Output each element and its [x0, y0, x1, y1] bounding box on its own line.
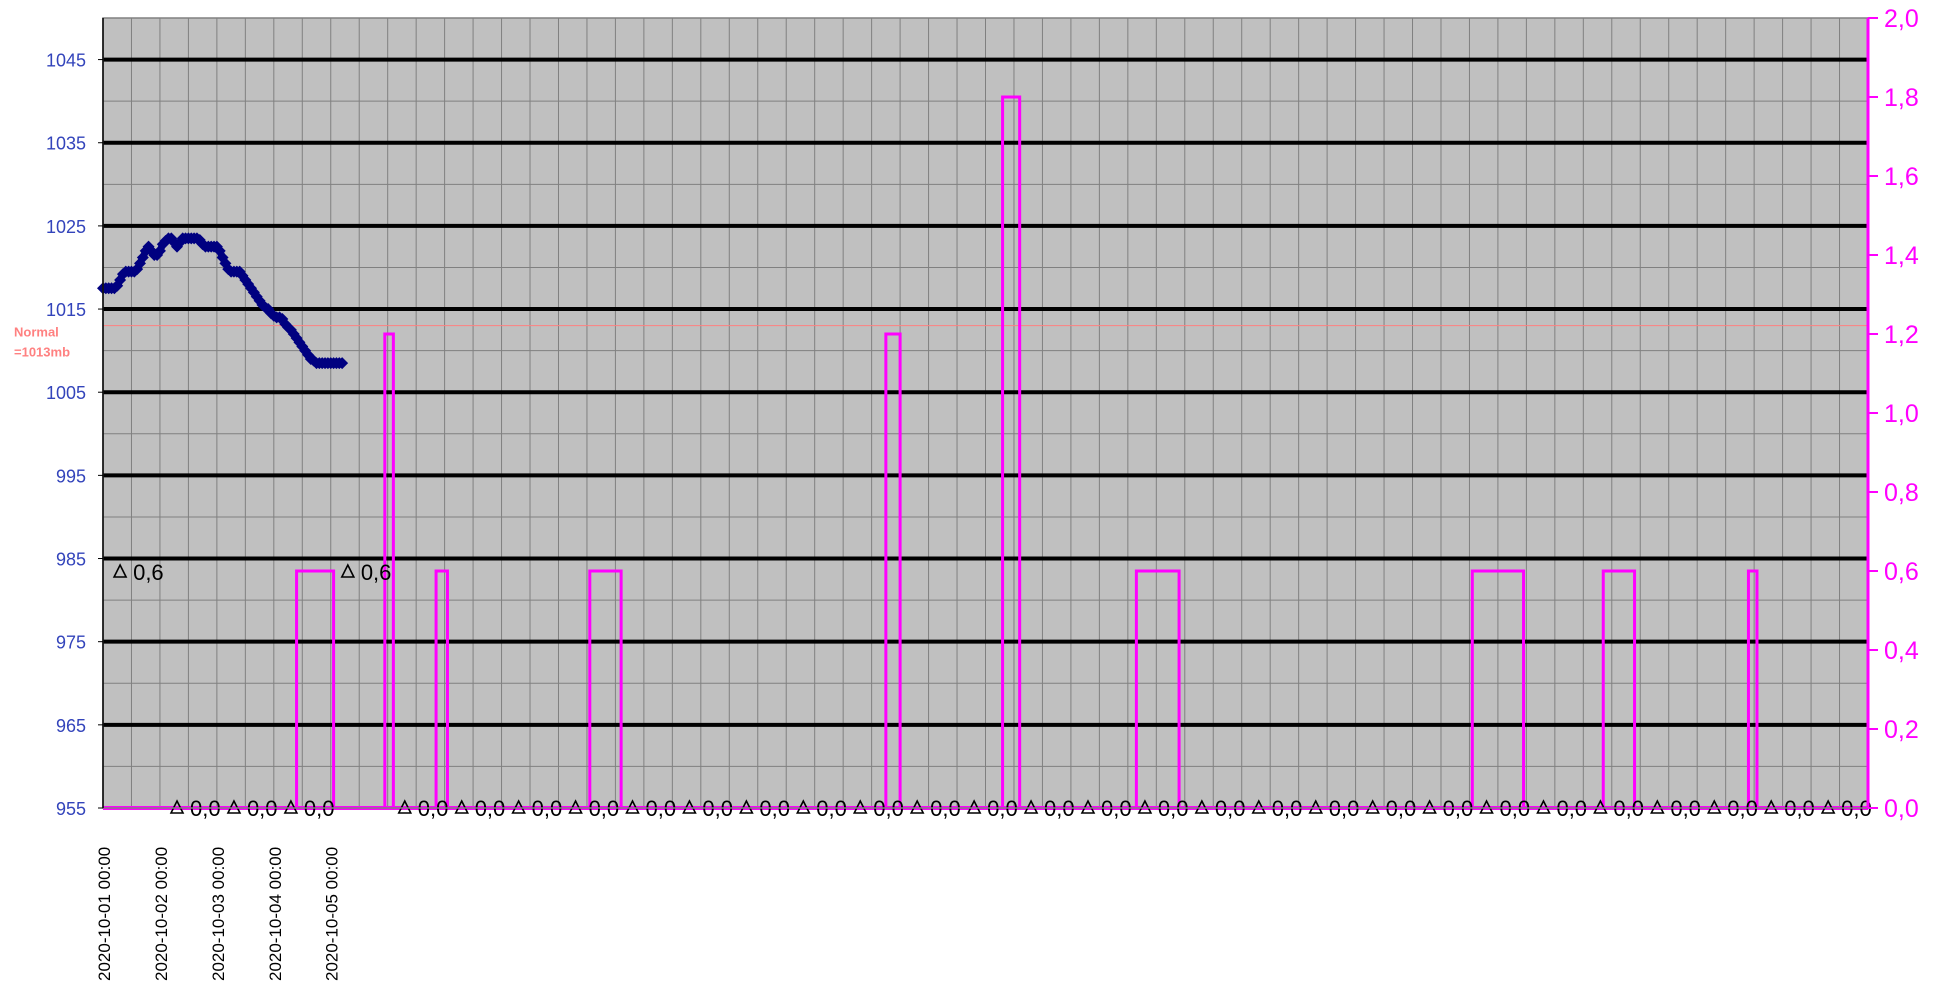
rain-pulse	[295, 569, 336, 808]
rain-pulse	[1746, 569, 1759, 808]
right-axis: 0,0 0,2 0,4 0,6 0,8 1,0 1,2 1,4 1,6 1,8 2,0	[1866, 5, 1919, 823]
annotation-triangle	[966, 799, 982, 814]
right-tick-label: 0,4	[1884, 637, 1919, 665]
annotation-triangle	[852, 799, 868, 814]
rain-pulse	[1134, 569, 1181, 808]
annotation-triangle	[1479, 799, 1494, 814]
annotation-triangle	[511, 799, 526, 814]
annotation-triangle	[169, 799, 185, 814]
rain-pulse	[1001, 95, 1022, 808]
annotation-triangle	[1080, 799, 1096, 814]
normal-label-line1: Normal	[14, 325, 59, 340]
annotation-triangle	[1706, 799, 1722, 814]
left-axis: 955 965 975 985 995 1005 1015 1025 1035 1045	[46, 18, 104, 819]
left-tick-label: 965	[56, 716, 86, 736]
annotation-triangle	[796, 799, 811, 814]
annotation-triangle	[1820, 799, 1836, 814]
annotation-triangle	[1251, 799, 1267, 814]
left-tick-label: 975	[56, 633, 86, 653]
left-tick-label: 1025	[46, 217, 86, 237]
pressure-point	[336, 357, 349, 370]
right-tick-label: 0,6	[1884, 558, 1919, 586]
right-tick-label: 1,6	[1884, 163, 1919, 191]
right-tick-label: 0,8	[1884, 479, 1919, 507]
rain-pulse	[1470, 569, 1526, 808]
annotation-triangle	[568, 799, 583, 814]
vertical-grid	[130, 18, 1841, 808]
left-tick-label: 1015	[46, 300, 86, 320]
rain-pulse	[1601, 569, 1637, 808]
annotation-triangle	[454, 799, 469, 814]
x-tick-label: 2020-10-04 00:00	[266, 847, 285, 981]
right-tick-label: 1,8	[1884, 84, 1919, 112]
x-tick-label: 2020-10-02 00:00	[152, 847, 171, 981]
annotation: 0,6	[340, 560, 392, 585]
annotation-triangle	[1137, 799, 1153, 814]
rain-pulse	[383, 332, 395, 808]
right-tick-label: 2,0	[1884, 5, 1919, 33]
annotation-triangle	[1536, 799, 1551, 814]
x-tick-label: 2020-10-05 00:00	[323, 847, 342, 981]
left-tick-label: 985	[56, 550, 86, 570]
left-tick-label: 995	[56, 466, 86, 486]
annotation-triangle	[1365, 799, 1380, 814]
right-tick-label: 1,4	[1884, 242, 1919, 270]
annotation-triangle	[283, 799, 299, 814]
left-tick-label: 1045	[46, 51, 86, 71]
annotation-triangle	[112, 563, 128, 578]
right-tick-label: 0,2	[1884, 716, 1919, 744]
left-tick-label: 955	[56, 799, 86, 819]
annotation-triangle	[397, 799, 413, 814]
left-tick-label: 1005	[46, 383, 86, 403]
annotation-triangle	[1194, 799, 1210, 814]
major-horizontal-grid	[103, 57, 1868, 727]
annotation-triangle	[625, 799, 640, 814]
right-tick-label: 1,0	[1884, 400, 1919, 428]
pressure-series	[97, 232, 349, 370]
x-tick-label: 2020-10-01 00:00	[95, 847, 114, 981]
annotation-triangle	[1650, 799, 1665, 814]
annotation-label: 0,6	[361, 560, 392, 585]
annotation-triangle	[340, 563, 356, 578]
annotation-triangle	[1023, 799, 1039, 814]
normal-label-line2: =1013mb	[14, 345, 70, 360]
annotation-triangle	[682, 799, 697, 814]
annotation: 0,6	[112, 560, 164, 585]
left-tick-label: 1035	[46, 134, 86, 154]
rain-pulse	[588, 569, 623, 808]
annotation-triangle	[1593, 799, 1608, 814]
pressure-point	[136, 251, 149, 264]
annotation-triangle	[739, 799, 754, 814]
rain-pulse	[434, 569, 449, 808]
annotation-triangle	[1763, 799, 1779, 814]
annotation-triangle	[1422, 799, 1437, 814]
annotation-triangle	[226, 799, 242, 814]
right-tick-label: 1,2	[1884, 321, 1919, 349]
x-tick-label: 2020-10-03 00:00	[209, 847, 228, 981]
annotation-label: 0,6	[133, 560, 164, 585]
rain-pulse	[884, 332, 902, 808]
annotation-triangle	[1308, 799, 1324, 814]
annotation-triangle	[909, 799, 925, 814]
right-tick-label: 0,0	[1884, 795, 1919, 823]
x-axis: 2020-10-01 00:00 2020-10-02 00:00 2020-10-…	[95, 847, 342, 981]
minor-horizontal-grid	[103, 100, 1868, 767]
